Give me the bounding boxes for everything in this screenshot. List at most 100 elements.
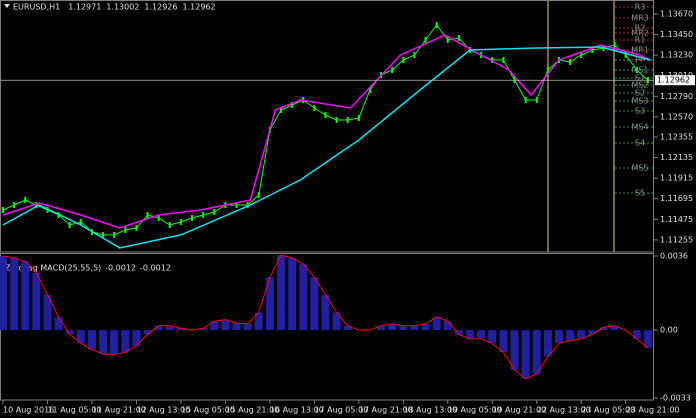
histogram-bar	[488, 330, 497, 344]
x-tick-label: 11 Aug 21:00	[92, 406, 146, 415]
x-tick-label: 17 Aug 21:00	[359, 406, 413, 415]
histogram-bar	[599, 327, 608, 331]
main-frame	[0, 0, 654, 253]
close-mark	[113, 231, 116, 238]
histogram-bar	[21, 261, 30, 331]
histogram-bar	[99, 330, 108, 354]
indicator-value: -0.0012	[105, 264, 136, 273]
histogram-bar	[443, 321, 452, 331]
close-mark	[324, 112, 327, 119]
x-tick-label: 19 Aug 21:00	[492, 406, 546, 415]
histogram-bar	[110, 330, 119, 355]
histogram-bar	[499, 330, 508, 353]
close-mark	[146, 212, 149, 219]
pivot-label: S4	[635, 138, 645, 147]
close-mark	[546, 67, 549, 74]
histogram-bar	[554, 330, 563, 344]
close-mark	[335, 116, 338, 123]
histogram-bar	[210, 321, 219, 331]
y-tick-label: 1.13450	[660, 30, 693, 39]
histogram-bar	[610, 325, 619, 331]
close-mark	[157, 215, 160, 222]
series-line	[2, 24, 649, 236]
histogram-bar	[199, 328, 208, 331]
last-price-box	[655, 75, 695, 86]
close-mark	[402, 57, 405, 64]
close-mark	[635, 67, 638, 74]
histogram-bar	[343, 325, 352, 331]
histogram-bar	[232, 323, 241, 331]
x-tick-label: 19 Aug 05:00	[448, 406, 502, 415]
close-mark	[68, 222, 71, 229]
close-mark	[424, 37, 427, 44]
y-tick-label: 1.12790	[660, 92, 693, 101]
header-icon	[4, 4, 10, 8]
histogram-bar	[243, 323, 252, 331]
close-mark	[257, 192, 260, 199]
close-mark	[591, 47, 594, 54]
close-mark	[457, 35, 460, 42]
close-mark	[580, 51, 583, 58]
close-mark	[202, 212, 205, 219]
y-tick-label: 1.12570	[660, 112, 693, 121]
y-tick-label: 1.11915	[660, 174, 693, 183]
close-mark	[357, 115, 360, 122]
plot-area	[0, 254, 652, 380]
last-price-label: 1.12962	[657, 76, 690, 85]
close-mark	[624, 51, 627, 58]
pivot-label: PP	[635, 56, 645, 65]
close-mark	[291, 102, 294, 109]
y-tick-label: 1.11475	[660, 215, 693, 224]
histogram-bar	[276, 255, 285, 331]
histogram-bar	[577, 330, 586, 339]
histogram-bar	[632, 330, 641, 339]
histogram-bar	[54, 316, 63, 331]
x-tick-label: 10 Aug 2016	[3, 406, 54, 415]
histogram-bar	[566, 330, 575, 341]
pivot-label: MS1	[631, 66, 648, 75]
close-mark	[168, 222, 171, 229]
histogram-bar	[377, 325, 386, 331]
x-tick-label: 23 Aug 21:00	[626, 406, 680, 415]
histogram-bar	[466, 330, 475, 339]
histogram-bar	[543, 330, 552, 357]
ohlc-value: 1.12926	[144, 3, 177, 12]
histogram-bar	[43, 294, 52, 331]
close-mark	[235, 202, 238, 209]
close-mark	[502, 57, 505, 64]
close-mark	[279, 106, 282, 113]
x-tick-label: 15 Aug 21:00	[225, 406, 279, 415]
histogram-bar	[510, 330, 519, 370]
close-mark	[135, 225, 138, 232]
pivot-label: MS2	[631, 81, 648, 90]
close-mark	[179, 218, 182, 225]
series-line	[2, 34, 652, 229]
x-tick-label: 23 Aug 05:00	[581, 406, 635, 415]
histogram-bar	[432, 316, 441, 331]
close-mark	[313, 105, 316, 112]
x-tick-label: 16 Aug 13:00	[270, 406, 324, 415]
histogram-bar	[87, 330, 96, 350]
histogram-bar	[32, 272, 41, 331]
pivot-label: MS4	[631, 123, 648, 132]
y-tick-label: -0.0033	[660, 394, 691, 403]
histogram-bar	[310, 277, 319, 331]
series-line	[2, 46, 651, 249]
y-tick-label: 1.13670	[660, 10, 693, 19]
histogram-bar	[76, 330, 85, 344]
indicator-value: -0.0012	[140, 264, 171, 273]
histogram-bar	[299, 264, 308, 331]
histogram-bar	[521, 330, 530, 379]
y-tick-label: 0.00	[660, 326, 678, 335]
histogram-bar	[332, 312, 341, 331]
x-tick-label: 22 Aug 13:00	[537, 406, 591, 415]
close-mark	[13, 202, 16, 209]
histogram-bar	[421, 323, 430, 331]
x-tick-label: 18 Aug 13:00	[403, 406, 457, 415]
close-mark	[124, 226, 127, 233]
x-tick-label: 11 Aug 05:00	[47, 406, 101, 415]
close-mark	[569, 58, 572, 65]
close-mark	[102, 231, 105, 238]
y-tick-label: 0.0036	[660, 252, 688, 261]
